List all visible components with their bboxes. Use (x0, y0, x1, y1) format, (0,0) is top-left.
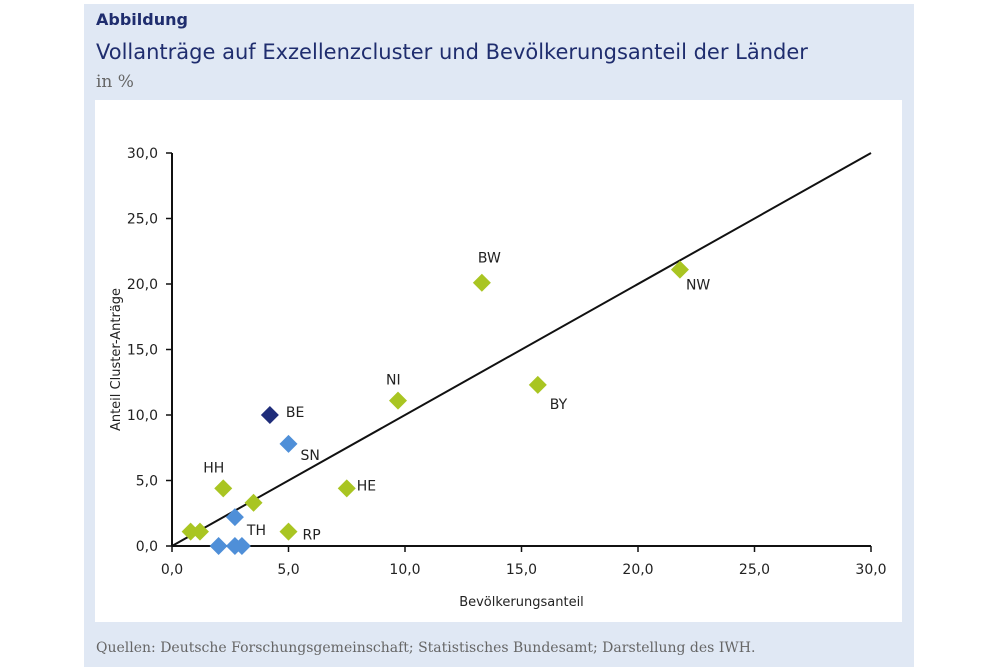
chart-title: Vollanträge auf Exzellenzcluster und Bev… (96, 40, 808, 64)
plot-area (95, 100, 902, 622)
data-point-rp (279, 522, 298, 541)
y-tick-label: 0,0 (136, 539, 158, 555)
chart-unit: in % (96, 72, 134, 92)
point-label-be: BE (286, 405, 304, 421)
y-tick-label: 25,0 (127, 212, 158, 228)
point-label-he: HE (357, 478, 376, 494)
reference-line (171, 152, 872, 547)
x-tick-label: 10,0 (389, 562, 420, 578)
x-tick-label: 5,0 (277, 562, 299, 578)
y-axis-label: Anteil Cluster-Anträge (109, 288, 124, 431)
data-point-ni (389, 391, 408, 410)
source-note: Quellen: Deutsche Forschungsgemeinschaft… (96, 640, 756, 656)
data-point-he (337, 479, 356, 498)
x-tick-label: 30,0 (855, 562, 886, 578)
x-tick-label: 20,0 (622, 562, 653, 578)
data-point-unlabeled (190, 522, 209, 541)
y-tick-label: 10,0 (127, 408, 158, 424)
data-point-unlabeled (232, 537, 251, 555)
y-tick-label: 15,0 (127, 343, 158, 359)
point-label-bw: BW (478, 251, 501, 267)
point-label-sn: SN (301, 448, 320, 464)
data-point-unlabeled (244, 493, 263, 512)
x-tick-label: 15,0 (506, 562, 537, 578)
y-tick-label: 20,0 (127, 277, 158, 293)
data-point-unlabeled (209, 537, 228, 555)
data-point-hh (214, 479, 233, 498)
x-tick-label: 0,0 (161, 562, 183, 578)
point-label-ni: NI (386, 373, 401, 389)
data-point-bw (472, 273, 491, 292)
data-point-unlabeled (181, 522, 200, 541)
y-tick-label: 30,0 (127, 146, 158, 162)
point-label-nw: NW (686, 278, 710, 294)
data-point-nw (670, 260, 689, 279)
data-point-be (260, 406, 279, 424)
data-point-sn (279, 434, 298, 453)
point-label-rp: RP (303, 528, 321, 544)
figure-label: Abbildung (96, 10, 188, 29)
point-label-hh: HH (203, 460, 224, 476)
x-axis-label: Bevölkerungsanteil (459, 595, 584, 610)
y-tick-label: 5,0 (136, 474, 158, 490)
data-point-th (225, 508, 244, 527)
data-point-by (528, 375, 547, 394)
x-tick-label: 25,0 (739, 562, 770, 578)
point-label-by: BY (550, 397, 568, 413)
point-label-th: TH (246, 523, 266, 539)
